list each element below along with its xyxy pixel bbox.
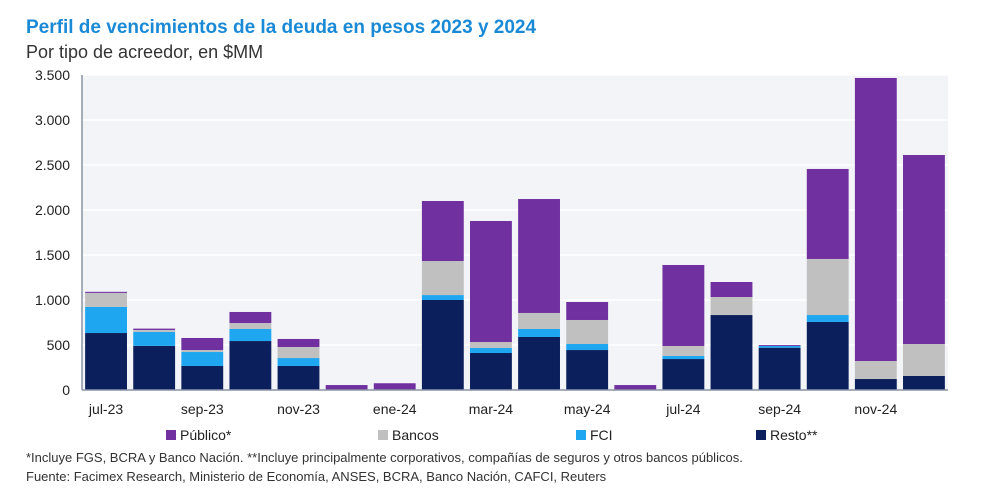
bar-segment: [470, 220, 512, 343]
legend-swatch: [166, 430, 176, 440]
x-tick-label: jul-23: [88, 401, 123, 417]
x-tick-label: mar-24: [469, 401, 514, 417]
bar-segment: [421, 300, 464, 390]
x-tick-label: jul-24: [665, 401, 700, 417]
bar-segment: [277, 365, 320, 390]
bar-segment: [181, 352, 224, 366]
bar-segment: [566, 350, 609, 390]
bar-segment: [758, 345, 801, 346]
bar-segment: [85, 333, 127, 390]
bar-segment: [806, 321, 849, 390]
y-tick-label: 1.500: [35, 247, 70, 263]
bar-segment: [710, 297, 753, 316]
bar-segment: [518, 328, 560, 337]
bar-segment: [277, 358, 320, 366]
legend-item-resto: Resto**: [756, 427, 817, 443]
bar-segment: [325, 385, 368, 390]
bar-segment: [518, 199, 560, 313]
y-tick-label: 0: [62, 382, 70, 398]
legend-item-bancos: Bancos: [378, 427, 439, 443]
bar-segment: [903, 375, 945, 390]
bar-segment: [710, 315, 753, 390]
legend-item-fci: FCI: [576, 427, 613, 443]
bar-segment: [806, 258, 849, 316]
bar-segment: [806, 315, 849, 322]
legend-label: Resto**: [770, 427, 818, 443]
bar-segment: [758, 347, 801, 390]
bar-segment: [421, 295, 464, 300]
bar-segment: [566, 344, 609, 351]
bar-segment: [903, 155, 945, 345]
bar-segment: [373, 383, 416, 390]
y-tick-label: 500: [47, 337, 71, 353]
legend: Público* Bancos FCI Resto**: [0, 427, 1000, 445]
bar-segment: [806, 168, 849, 259]
bar-segment: [133, 345, 176, 390]
bar-segment: [229, 311, 272, 324]
bar-segment: [566, 319, 609, 345]
y-tick-label: 3.000: [35, 112, 70, 128]
x-tick-label: sep-24: [758, 401, 801, 417]
legend-swatch: [378, 430, 388, 440]
x-tick-label: may-24: [564, 401, 611, 417]
bar-segment: [854, 361, 897, 380]
bar-segment: [85, 292, 127, 307]
bar-segment: [421, 261, 464, 296]
bar-segment: [518, 312, 560, 329]
bar-segment: [85, 291, 127, 293]
x-tick-label: nov-23: [277, 401, 320, 417]
plot-area: [82, 75, 948, 390]
bar-segment: [421, 201, 464, 262]
y-tick-label: 3.500: [35, 67, 70, 83]
bar-segment: [854, 379, 897, 390]
bar-segment: [181, 350, 224, 353]
bar-segment: [566, 301, 609, 320]
legend-label: FCI: [590, 427, 613, 443]
bar-segment: [614, 385, 657, 390]
chart-title: Perfil de vencimientos de la deuda en pe…: [26, 17, 537, 38]
legend-label: Bancos: [392, 427, 439, 443]
legend-swatch: [756, 430, 766, 440]
bar-segment: [758, 345, 801, 348]
bar-segment: [662, 264, 705, 346]
bar-segment: [133, 329, 176, 332]
bar-segment: [662, 355, 705, 360]
bar-segment: [229, 328, 272, 342]
bar-segment: [229, 341, 272, 390]
legend-swatch: [576, 430, 586, 440]
legend-label: Público*: [180, 427, 232, 443]
bar-segment: [133, 328, 176, 330]
bar-segment: [181, 337, 224, 351]
x-tick-label: nov-24: [854, 401, 897, 417]
x-tick-label: sep-23: [181, 401, 224, 417]
bar-segment: [662, 345, 705, 356]
y-tick-label: 1.000: [35, 292, 70, 308]
bar-segment: [470, 347, 512, 354]
bar-segment: [133, 331, 176, 346]
bar-segment: [229, 323, 272, 329]
bar-segment: [518, 336, 560, 390]
source-note: Fuente: Facimex Research, Ministerio de …: [26, 469, 607, 484]
bar-segment: [662, 359, 705, 390]
bar-segment: [85, 306, 127, 334]
y-tick-label: 2.500: [35, 157, 70, 173]
bar-segment: [470, 353, 512, 390]
bar-segment: [277, 338, 320, 347]
bar-segment: [710, 282, 753, 298]
chart-subtitle: Por tipo de acreedor, en $MM: [26, 42, 264, 62]
bar-segment: [181, 365, 224, 390]
x-tick-label: ene-24: [373, 401, 417, 417]
y-tick-label: 2.000: [35, 202, 70, 218]
legend-item-publico: Público*: [166, 427, 231, 443]
stacked-bar-chart: 0 500 1.000 1.500 2.000 2.500 3.000 3.500 jul-23…: [35, 67, 948, 417]
bar-segment: [854, 77, 897, 362]
footnote: *Incluye FGS, BCRA y Banco Nación. **Inc…: [26, 450, 743, 465]
bar-segment: [470, 342, 512, 348]
bar-segment: [903, 344, 945, 376]
bar-segment: [277, 346, 320, 359]
